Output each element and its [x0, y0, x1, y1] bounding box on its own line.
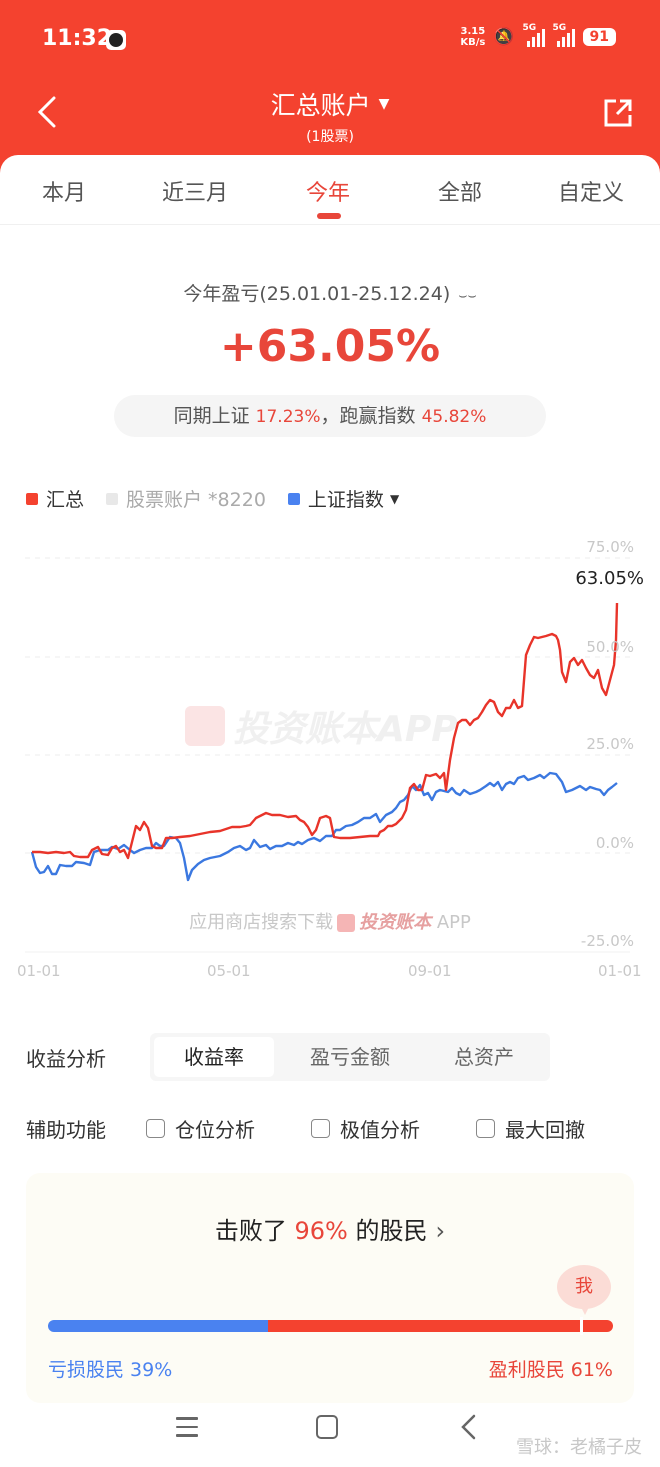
chevron-right-icon: ›: [435, 1217, 446, 1245]
rank-card[interactable]: 击败了 96% 的股民 › 我 亏损股民 39% 盈利股民 61%: [26, 1173, 634, 1403]
me-position-marker: [580, 1317, 583, 1335]
home-icon[interactable]: [316, 1415, 338, 1439]
chart-plot: [25, 557, 630, 953]
legend-swatch: [287, 492, 300, 505]
pnl-label: 今年盈亏(25.01.01-25.12.24) ⌣⌣: [183, 283, 477, 305]
y-tick: 25.0%: [586, 735, 634, 753]
account-switcher[interactable]: 汇总账户 ▼ (1股票): [0, 86, 660, 146]
analysis-label: 收益分析: [26, 1047, 106, 1071]
footer-watermark: 雪球：老橘子皮: [516, 1437, 642, 1458]
active-tab-indicator: [317, 213, 341, 219]
me-marker-bubble: 我: [557, 1265, 611, 1315]
index-return: 17.23%: [255, 407, 321, 427]
share-external-icon: [604, 99, 632, 127]
tab-this-month[interactable]: 本月: [42, 181, 87, 206]
system-nav-bar: 雪球：老橘子皮: [0, 1395, 660, 1467]
legend-total[interactable]: 汇总: [26, 485, 84, 512]
x-tick: 09-01: [408, 962, 452, 980]
share-button[interactable]: [602, 97, 634, 129]
check-position-analysis[interactable]: 仓位分析: [146, 1114, 255, 1143]
win-investors-label: 盈利股民 61%: [488, 1359, 613, 1381]
app-logo-icon: [185, 706, 225, 746]
rank-title[interactable]: 击败了 96% 的股民 ›: [214, 1217, 446, 1245]
series-index: [30, 771, 618, 882]
legend-swatch: [26, 492, 38, 505]
menu-icon[interactable]: [176, 1417, 198, 1437]
page-title: 汇总账户: [270, 91, 371, 120]
index-compare: 同期上证 17.23%，跑赢指数 45.82%: [114, 395, 546, 437]
back-button[interactable]: [34, 94, 60, 130]
checkbox[interactable]: [476, 1119, 495, 1138]
y-tick: -25.0%: [580, 932, 634, 950]
clock-app-icon: [106, 30, 126, 50]
net-speed: 3.15 KB/s: [460, 26, 486, 48]
x-tick: 01-01: [598, 962, 642, 980]
checkbox[interactable]: [146, 1119, 165, 1138]
series-total: [32, 602, 619, 860]
pnl-value: +63.05%: [219, 321, 441, 372]
tab-custom[interactable]: 自定义: [558, 181, 625, 206]
app-logo-icon: [337, 914, 356, 932]
rank-bar: [48, 1320, 613, 1332]
period-tabs: 本月 近三月 今年 全部 自定义: [0, 155, 660, 225]
check-extreme-analysis[interactable]: 极值分析: [311, 1114, 420, 1143]
aux-label: 辅助功能: [26, 1118, 106, 1142]
top-header: 11:32 3.15 KB/s 🔕 5G 5G 91 汇总账户 ▼ (1股票): [0, 0, 660, 175]
back-icon[interactable]: [458, 1413, 478, 1441]
chart-watermark: 投资账本APP: [185, 700, 458, 752]
chart-download-watermark: 应用商店搜索下载 投资账本 APP: [189, 912, 471, 933]
seg-total-assets[interactable]: 总资产: [454, 1045, 514, 1069]
caret-down-icon: ▼: [378, 96, 390, 112]
status-time: 11:32: [42, 26, 113, 51]
bar-loss-segment: [48, 1320, 269, 1332]
signal-5g-icon: 5G: [553, 23, 575, 47]
x-tick: 05-01: [207, 962, 251, 980]
end-value-label: 63.05%: [575, 568, 644, 589]
caret-down-icon: ▼: [389, 491, 400, 506]
legend-index[interactable]: 上证指数 ▼: [287, 485, 400, 512]
checkbox[interactable]: [311, 1119, 330, 1138]
y-tick: 0.0%: [595, 834, 634, 852]
seg-pnl-amount[interactable]: 盈亏金额: [310, 1045, 390, 1069]
bar-win-segment: [268, 1320, 613, 1332]
eye-closed-icon[interactable]: ⌣⌣: [458, 288, 477, 304]
rank-percent: 96%: [294, 1217, 348, 1245]
mute-bell-icon: 🔕: [493, 27, 515, 47]
x-tick: 01-01: [17, 962, 61, 980]
y-tick: 50.0%: [586, 638, 634, 656]
chevron-left-icon: [37, 96, 56, 128]
check-max-drawdown[interactable]: 最大回撤: [476, 1114, 585, 1143]
legend-stock-account[interactable]: 股票账户 *8220: [106, 485, 266, 512]
y-tick: 75.0%: [586, 538, 634, 556]
tab-all[interactable]: 全部: [438, 181, 483, 206]
analysis-segmented-control: 收益率 盈亏金额 总资产: [150, 1033, 550, 1081]
content-sheet: 本月 近三月 今年 全部 自定义 今年盈亏(25.01.01-25.12.24)…: [0, 155, 660, 1467]
page-subtitle: (1股票): [306, 129, 354, 145]
signal-5g-icon: 5G: [523, 23, 545, 47]
battery-icon: 91: [582, 28, 616, 46]
chart-legend: 汇总 股票账户 *8220 上证指数 ▼: [26, 485, 421, 512]
outperform-value: 45.82%: [421, 407, 487, 427]
legend-swatch: [106, 492, 119, 505]
tab-three-months[interactable]: 近三月: [162, 181, 229, 206]
seg-return-rate[interactable]: 收益率: [154, 1037, 274, 1077]
loss-investors-label: 亏损股民 39%: [48, 1359, 173, 1381]
return-chart[interactable]: 投资账本APP 75.0% 63.05% 50.0% 25.0% 0.0% -2…: [0, 530, 660, 990]
status-icons: 3.15 KB/s 🔕 5G 5G 91: [460, 23, 616, 48]
tab-this-year[interactable]: 今年: [306, 181, 351, 206]
